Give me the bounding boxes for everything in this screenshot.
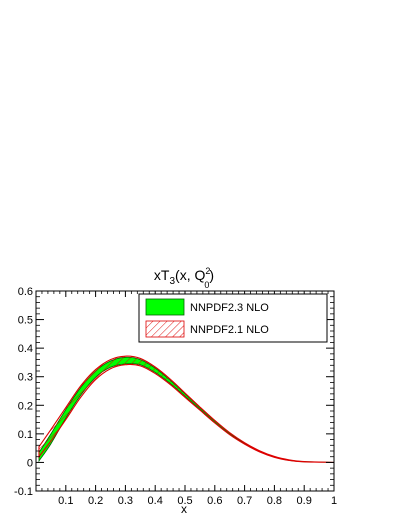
x-tick-label: 0.2: [88, 495, 103, 507]
y-tick-label: -0.1: [14, 486, 33, 498]
title-sub1: 3: [169, 276, 175, 287]
y-tick-label: 0.5: [18, 315, 33, 327]
y-tick-label: 0.3: [18, 372, 33, 384]
x-tick-label: 0.5: [177, 495, 192, 507]
y-tick-label: 0.4: [18, 343, 33, 355]
x-tick-label: 1: [331, 495, 337, 507]
x-tick-label: 0.4: [148, 495, 163, 507]
x-tick-label: 0.1: [58, 495, 73, 507]
title-end: ): [209, 267, 214, 283]
title-sup: 2: [205, 266, 210, 276]
legend-swatch-nnpdf23: [145, 298, 185, 316]
y-tick-label: 0.1: [18, 429, 33, 441]
y-tick-label: 0: [27, 457, 33, 469]
legend: NNPDF2.3 NLO NNPDF2.1 NLO: [138, 293, 328, 343]
x-axis-title: x: [181, 502, 187, 516]
band-nnpdf21: [38, 355, 335, 463]
title-mid: (x, Q: [175, 267, 205, 283]
y-tick-label: 0.6: [18, 286, 33, 298]
x-tick-label: 0.8: [267, 495, 282, 507]
x-tick-label: 0.3: [118, 495, 133, 507]
legend-label-nnpdf21: NNPDF2.1 NLO: [190, 324, 269, 336]
chart-title: xT3(x, Q2 0): [154, 266, 214, 290]
band-nnpdf23: [38, 356, 335, 463]
data-bands: [38, 355, 335, 463]
legend-swatch-nnpdf21: [145, 320, 185, 338]
x-tick-label: 0.7: [237, 495, 252, 507]
legend-label-nnpdf23: NNPDF2.3 NLO: [190, 302, 269, 314]
y-tick-label: 0.2: [18, 400, 33, 412]
title-base: xT: [154, 267, 170, 283]
x-tick-label: 0.9: [297, 495, 312, 507]
x-tick-label: 0.6: [207, 495, 222, 507]
y-axis: -0.1 0 0.1 0.2 0.3 0.4 0.5 0.6: [14, 286, 334, 498]
x-axis: 0.1 0.2 0.3 0.4 0.5 0.6 0.7 0.8 0.9 1: [41, 291, 337, 507]
title-sub2: 0: [204, 280, 209, 290]
